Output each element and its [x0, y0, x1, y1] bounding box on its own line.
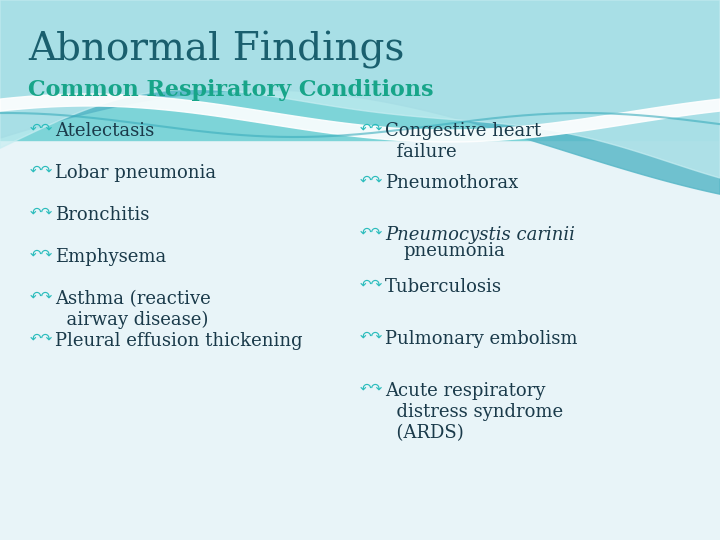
Text: ↶↷: ↶↷ [360, 174, 383, 188]
Text: Acute respiratory
  distress syndrome
  (ARDS): Acute respiratory distress syndrome (ARD… [385, 382, 563, 442]
Text: ↶↷: ↶↷ [30, 290, 53, 304]
Text: Congestive heart
  failure: Congestive heart failure [385, 122, 541, 161]
Text: Lobar pneumonia: Lobar pneumonia [55, 164, 216, 182]
Text: pneumonia: pneumonia [403, 242, 505, 260]
Text: Pulmonary embolism: Pulmonary embolism [385, 330, 577, 348]
Text: ↶↷: ↶↷ [360, 330, 383, 344]
Text: Pneumocystis carinii: Pneumocystis carinii [385, 226, 575, 244]
Text: Pleural effusion thickening: Pleural effusion thickening [55, 332, 302, 350]
Text: Atelectasis: Atelectasis [55, 122, 154, 140]
Text: Common Respiratory Conditions: Common Respiratory Conditions [28, 79, 433, 101]
Text: ↶↷: ↶↷ [360, 226, 383, 240]
Text: ↶↷: ↶↷ [30, 248, 53, 262]
Text: Emphysema: Emphysema [55, 248, 166, 266]
Text: Pneumothorax: Pneumothorax [385, 174, 518, 192]
Text: ↶↷: ↶↷ [360, 278, 383, 292]
Text: ↶↷: ↶↷ [30, 122, 53, 136]
Text: Bronchitis: Bronchitis [55, 206, 149, 224]
Text: ↶↷: ↶↷ [360, 382, 383, 396]
Text: Asthma (reactive
  airway disease): Asthma (reactive airway disease) [55, 290, 211, 329]
Text: ↶↷: ↶↷ [360, 122, 383, 136]
Text: Tuberculosis: Tuberculosis [385, 278, 502, 296]
Text: ↶↷: ↶↷ [30, 206, 53, 220]
Text: ↶↷: ↶↷ [30, 332, 53, 346]
Text: ↶↷: ↶↷ [30, 164, 53, 178]
Text: Abnormal Findings: Abnormal Findings [28, 31, 405, 69]
